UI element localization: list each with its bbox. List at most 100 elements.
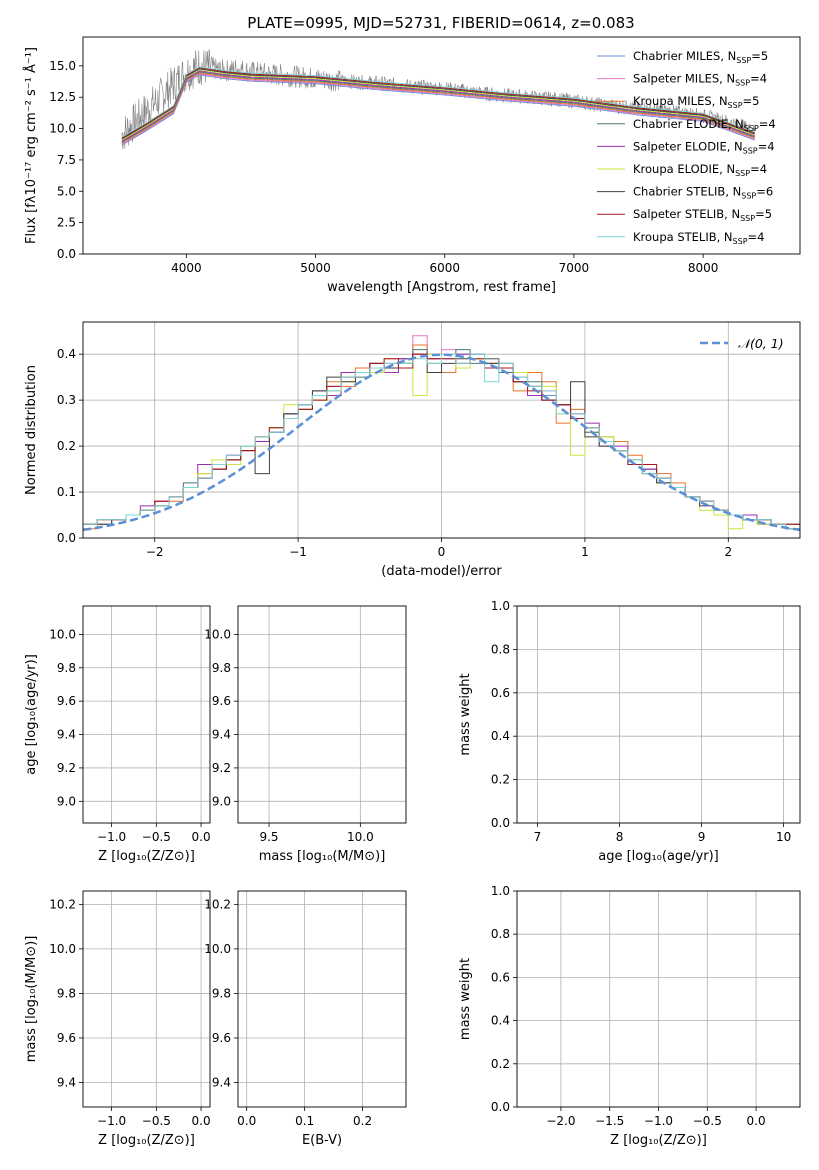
mass-weight-line bbox=[532, 917, 756, 1105]
legend-label: Chabrier STELIB, NSSP=6 bbox=[633, 185, 773, 201]
y-tick-label: 9.0 bbox=[212, 794, 231, 808]
mass-weight-marker bbox=[527, 912, 536, 921]
legend-label: Kroupa STELIB, NSSP=4 bbox=[633, 230, 764, 246]
mass-weight-marker bbox=[722, 1100, 731, 1107]
mass-weight-marker bbox=[527, 1007, 536, 1016]
plot-area bbox=[247, 900, 401, 1114]
x-tick-label: 10.0 bbox=[347, 830, 374, 844]
y-axis-label: Flux [fλ10⁻¹⁷ erg cm⁻² s⁻¹ Å⁻¹] bbox=[23, 47, 39, 244]
legend-label: 𝒩(0, 1) bbox=[738, 336, 784, 351]
x-axis-label: wavelength [Angstrom, rest frame] bbox=[327, 280, 556, 295]
mass-weight-marker bbox=[722, 1096, 731, 1105]
panel-1: −2 −1 0 1 2 0.0 0.1 0.2 0.3 0.4 (data-model)/error… bbox=[24, 321, 801, 579]
y-tick-label: 0.0 bbox=[57, 531, 76, 545]
y-tick-label: 9.6 bbox=[212, 694, 231, 708]
legend-label-suffix: =4 bbox=[750, 162, 767, 176]
x-tick-label: 0.0 bbox=[192, 1114, 211, 1128]
mass-weight-line bbox=[532, 958, 756, 1105]
mass-weight-marker bbox=[771, 764, 780, 773]
model-spectrum-line bbox=[121, 66, 755, 138]
mass-weight-marker bbox=[683, 1098, 692, 1107]
y-axis-label: mass weight bbox=[458, 673, 473, 755]
mass-weight-line bbox=[727, 926, 756, 1101]
y-tick-label: 0.6 bbox=[491, 970, 510, 984]
x-tick-label: 2 bbox=[724, 545, 732, 559]
y-tick-label: 1.0 bbox=[491, 599, 510, 613]
mass-weight-line bbox=[595, 656, 763, 823]
mass-weight-marker bbox=[746, 799, 755, 808]
panel-7: −2.0 −1.5 −1.0 −0.5 0.0 0.0 0.2 0.4 0.6 0.8 1.0 Z [… bbox=[458, 884, 801, 1148]
y-tick-label: 9.2 bbox=[57, 761, 76, 775]
x-tick-label: 5000 bbox=[300, 261, 331, 275]
legend-label-main: Kroupa STELIB, N bbox=[633, 230, 733, 244]
y-tick-label: 9.0 bbox=[57, 794, 76, 808]
mass-weight-marker bbox=[775, 669, 784, 678]
axes-frame bbox=[237, 890, 407, 1108]
mass-weight-marker bbox=[527, 1049, 536, 1057]
y-tick-label: 0.0 bbox=[491, 1100, 510, 1114]
x-tick-label: 4000 bbox=[171, 261, 202, 275]
mass-weight-marker bbox=[656, 808, 665, 817]
x-axis-label: Z [log₁₀(Z/Z⊙)] bbox=[98, 1133, 195, 1148]
legend-label-sub: SSP bbox=[741, 192, 756, 201]
legend-label-suffix: =5 bbox=[743, 94, 760, 108]
mass-weight-marker bbox=[767, 725, 776, 734]
mass-weight-marker bbox=[527, 1010, 536, 1019]
legend-label: Chabrier ELODIE, NSSP=4 bbox=[633, 117, 776, 133]
x-tick-label: 7000 bbox=[559, 261, 590, 275]
y-tick-label: 9.6 bbox=[212, 1031, 231, 1045]
axes-frame bbox=[516, 890, 801, 1108]
x-tick-label: −0.5 bbox=[693, 1114, 722, 1128]
plot-area bbox=[83, 335, 800, 538]
x-tick-label: 0.0 bbox=[237, 1114, 256, 1128]
y-tick-label: 2.5 bbox=[57, 216, 76, 230]
y-tick-label: 0.8 bbox=[491, 927, 510, 941]
legend-label-sub: SSP bbox=[733, 237, 748, 246]
mass-weight-marker bbox=[771, 760, 780, 769]
y-axis-label: mass weight bbox=[458, 958, 473, 1040]
panel-0: 4000 5000 6000 7000 8000 0.0 2.5 5.0 7.5 10.0 12.5… bbox=[23, 36, 801, 295]
x-tick-label: −1.5 bbox=[595, 1114, 624, 1128]
mass-weight-marker bbox=[771, 721, 780, 730]
mass-weight-line bbox=[727, 939, 756, 1107]
y-tick-label: 10.0 bbox=[49, 942, 76, 956]
legend-label-main: Chabrier STELIB, N bbox=[633, 185, 741, 199]
plot-area bbox=[525, 628, 792, 823]
y-tick-label: 1.0 bbox=[491, 884, 510, 898]
legend-label-suffix: =4 bbox=[759, 117, 776, 131]
legend-label-suffix: =4 bbox=[750, 72, 767, 86]
mass-weight-marker bbox=[664, 812, 673, 821]
plot-area bbox=[121, 48, 756, 150]
legend-label-sub: SSP bbox=[736, 56, 751, 65]
mass-weight-line bbox=[603, 673, 783, 823]
mass-weight-line bbox=[611, 671, 783, 823]
mass-weight-line bbox=[532, 1012, 756, 1107]
legend-label-suffix: =4 bbox=[758, 139, 775, 153]
y-axis-label: mass [log₁₀(M/M⊙)] bbox=[24, 936, 39, 1063]
x-tick-label: 9 bbox=[698, 830, 706, 844]
x-axis-label: E(B-V) bbox=[302, 1133, 342, 1148]
y-tick-label: 0.2 bbox=[491, 1057, 510, 1071]
mass-weight-marker bbox=[625, 951, 634, 960]
x-tick-label: −2 bbox=[146, 545, 164, 559]
x-tick-label: 0.0 bbox=[192, 830, 211, 844]
mass-weight-marker bbox=[683, 1090, 692, 1099]
y-tick-label: 10.0 bbox=[204, 627, 231, 641]
axes-frame bbox=[82, 605, 211, 824]
axes-frame bbox=[237, 605, 407, 824]
mass-weight-marker bbox=[640, 814, 649, 823]
y-tick-label: 10.0 bbox=[49, 627, 76, 641]
legend-label-suffix: =5 bbox=[751, 49, 768, 63]
panel-6: 0.0 0.1 0.2 9.4 9.6 9.8 10.0 10.2 E(B-V) bbox=[204, 890, 407, 1148]
mass-weight-marker bbox=[603, 792, 612, 801]
x-tick-label: −1 bbox=[289, 545, 307, 559]
panel-3: 9.5 10.0 9.0 9.2 9.4 9.6 9.8 10.0 mass [log₁₀(M/… bbox=[204, 605, 407, 864]
mass-weight-marker bbox=[656, 801, 665, 810]
y-tick-label: 9.2 bbox=[212, 761, 231, 775]
mass-weight-marker bbox=[599, 801, 608, 810]
normal-curve bbox=[83, 353, 800, 532]
y-tick-label: 0.0 bbox=[57, 247, 76, 261]
axes-frame bbox=[82, 321, 801, 539]
mass-weight-marker bbox=[722, 934, 731, 943]
